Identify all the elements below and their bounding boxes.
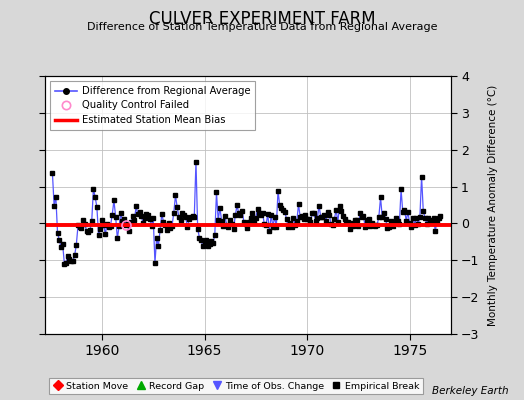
Text: CULVER EXPERIMENT FARM: CULVER EXPERIMENT FARM [149,10,375,28]
Text: Berkeley Earth: Berkeley Earth [432,386,508,396]
Legend: Station Move, Record Gap, Time of Obs. Change, Empirical Break: Station Move, Record Gap, Time of Obs. C… [49,378,423,394]
Text: Difference of Station Temperature Data from Regional Average: Difference of Station Temperature Data f… [87,22,437,32]
Y-axis label: Monthly Temperature Anomaly Difference (°C): Monthly Temperature Anomaly Difference (… [488,84,498,326]
Legend: Difference from Regional Average, Quality Control Failed, Estimated Station Mean: Difference from Regional Average, Qualit… [50,81,255,130]
